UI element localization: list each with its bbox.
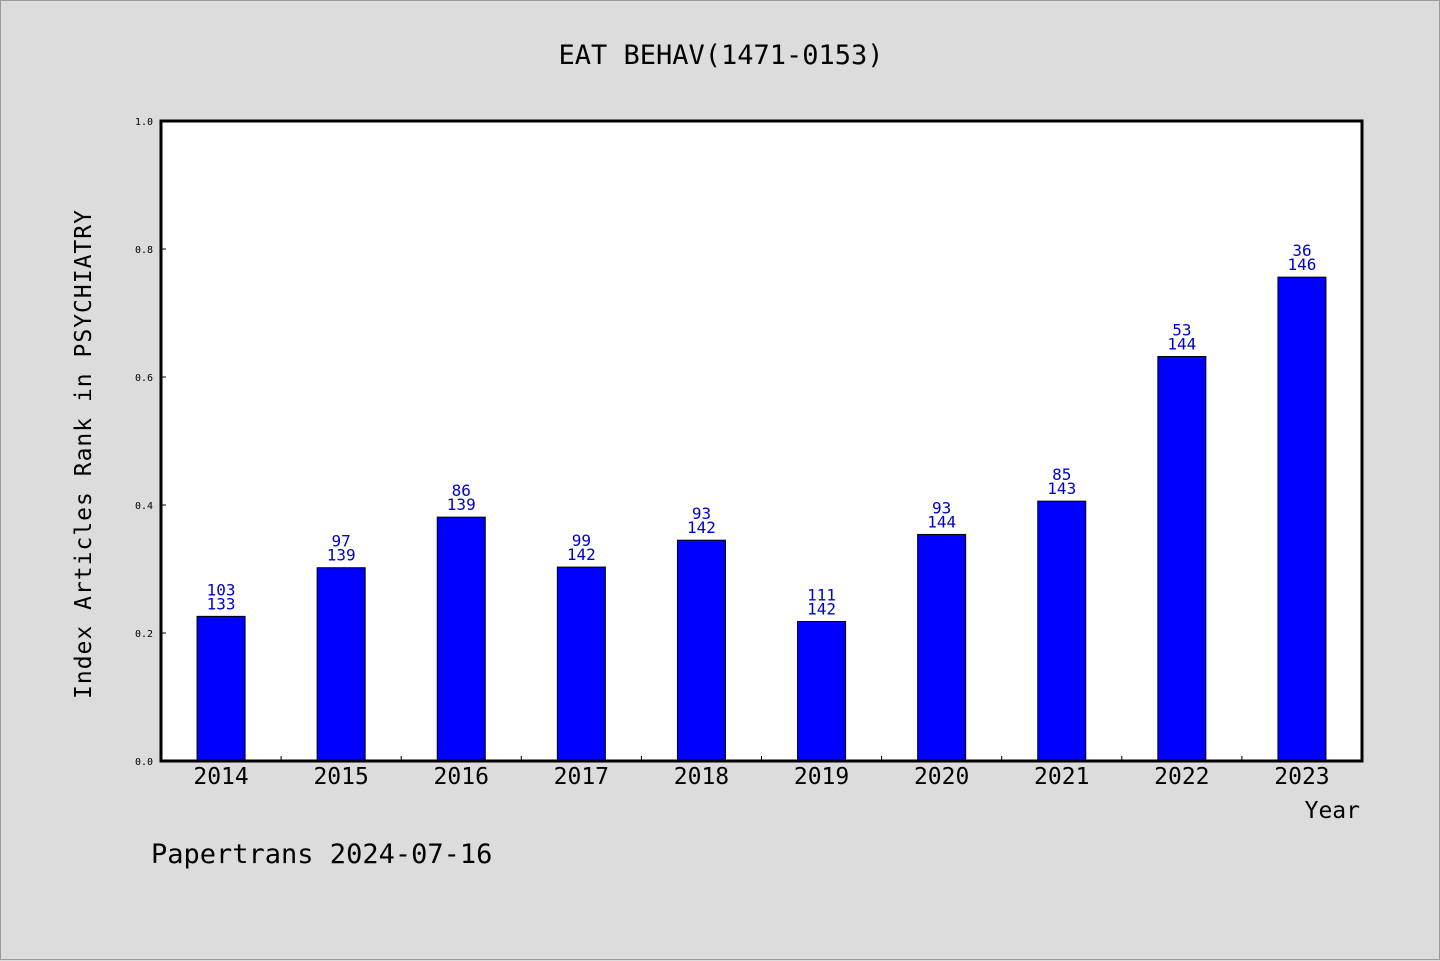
data-label-bottom-2019: 142 <box>807 599 836 618</box>
y-tick-label-0.6: 0.6 <box>135 373 153 384</box>
x-axis-label: Year <box>1305 798 1360 824</box>
y-tick-label-0.8: 0.8 <box>135 245 153 256</box>
data-label-bottom-2018: 142 <box>687 518 716 537</box>
x-tick-label-2022: 2022 <box>1154 764 1209 790</box>
x-tick-label-2017: 2017 <box>554 764 609 790</box>
data-label-top-2023: 36 <box>1292 241 1311 260</box>
x-tick-label-2018: 2018 <box>674 764 729 790</box>
data-label-top-2021: 85 <box>1052 465 1071 484</box>
y-tick-label-0.2: 0.2 <box>135 629 153 640</box>
y-tick-label-0.4: 0.4 <box>135 501 153 512</box>
x-tick-label-2016: 2016 <box>434 764 489 790</box>
y-axis-label: Index Articles Rank in PSYCHIATRY <box>71 209 97 699</box>
bar-2020 <box>917 533 967 762</box>
x-tick-label-2014: 2014 <box>193 764 248 790</box>
data-label-top-2015: 97 <box>332 532 351 551</box>
bar-2014 <box>196 615 246 762</box>
data-label-top-2019: 111 <box>807 585 836 604</box>
bar-2018 <box>676 539 726 762</box>
data-label-top-2017: 99 <box>572 531 591 550</box>
x-axis: 2014 2015 2016 2017 2018 2019 2020 2021 2022 2023 <box>193 756 1330 790</box>
data-label-top-2018: 93 <box>692 504 711 523</box>
y-axis: 0.0 0.2 0.4 0.6 0.8 1.0 <box>135 117 166 768</box>
bar-2022 <box>1157 356 1207 762</box>
x-tick-label-2021: 2021 <box>1034 764 1089 790</box>
bar-2021 <box>1037 500 1087 762</box>
y-tick-label-0.0: 0.0 <box>135 757 153 768</box>
bar-2019 <box>797 620 847 762</box>
data-label-bottom-2020: 144 <box>927 512 956 531</box>
x-tick-label-2015: 2015 <box>313 764 368 790</box>
chart-title: EAT BEHAV(1471-0153) <box>558 40 883 71</box>
footer-text: Papertrans 2024-07-16 <box>151 839 492 870</box>
data-label-bottom-2016: 139 <box>447 495 476 514</box>
data-label-bottom-2014: 133 <box>207 594 236 613</box>
bar-2015 <box>316 567 366 762</box>
data-label-bottom-2023: 146 <box>1287 255 1316 274</box>
data-labels-group: 1031339713986139991429314211114293144851… <box>207 241 1317 618</box>
bar-2017 <box>556 566 606 762</box>
data-label-bottom-2017: 142 <box>567 545 596 564</box>
x-tick-label-2023: 2023 <box>1274 764 1329 790</box>
bars-group <box>196 276 1327 762</box>
data-label-top-2022: 53 <box>1172 321 1191 340</box>
bar-2016 <box>436 516 486 762</box>
data-label-bottom-2021: 143 <box>1047 479 1076 498</box>
data-label-top-2020: 93 <box>932 498 951 517</box>
data-label-bottom-2022: 144 <box>1167 335 1196 354</box>
x-tick-label-2020: 2020 <box>914 764 969 790</box>
data-label-bottom-2015: 139 <box>327 546 356 565</box>
bar-2023 <box>1277 276 1327 762</box>
data-label-top-2016: 86 <box>452 481 471 500</box>
y-tick-label-1.0: 1.0 <box>135 117 153 128</box>
data-label-top-2014: 103 <box>207 580 236 599</box>
x-tick-label-2019: 2019 <box>794 764 849 790</box>
